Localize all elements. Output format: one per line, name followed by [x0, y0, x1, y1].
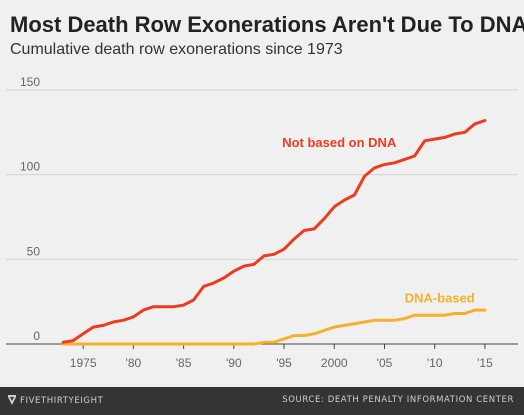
chart-title: Most Death Row Exonerations Aren't Due T…: [10, 12, 524, 37]
logo-mark-icon: [8, 395, 16, 405]
logo-text: FIVETHIRTYEIGHT: [20, 396, 104, 406]
x-tick-label: '10: [427, 356, 443, 370]
series-label-dna: DNA-based: [405, 290, 475, 305]
x-tick-label: '15: [477, 356, 493, 370]
x-tick-label: '85: [176, 356, 192, 370]
footer-bar: FIVETHIRTYEIGHT SOURCE: DEATH PENALTY IN…: [0, 387, 524, 415]
series-label-not-dna: Not based on DNA: [282, 135, 397, 150]
series-line-not-dna: [61, 119, 487, 344]
y-tick-label: 100: [20, 160, 40, 174]
x-tick-label: '80: [126, 356, 142, 370]
x-tick-label: '05: [377, 356, 393, 370]
y-tick-label: 50: [27, 244, 41, 258]
series-line-dna: [61, 308, 487, 346]
x-tick-label: '90: [226, 356, 242, 370]
fivethirtyeight-logo: FIVETHIRTYEIGHT: [8, 395, 103, 406]
source-note: SOURCE: DEATH PENALTY INFORMATION CENTER: [282, 395, 514, 405]
x-tick-label: 2000: [321, 356, 348, 370]
x-tick-label: 1975: [70, 356, 97, 370]
y-tick-label: 0: [33, 329, 40, 343]
chart-subtitle: Cumulative death row exonerations since …: [10, 41, 343, 58]
line-chart: 0 50 100 150 1975 '80 '85 '90 '95 2000 '05 '10 '15 No…: [6, 75, 518, 370]
y-tick-label: 150: [20, 75, 40, 89]
x-tick-label: '95: [276, 356, 292, 370]
